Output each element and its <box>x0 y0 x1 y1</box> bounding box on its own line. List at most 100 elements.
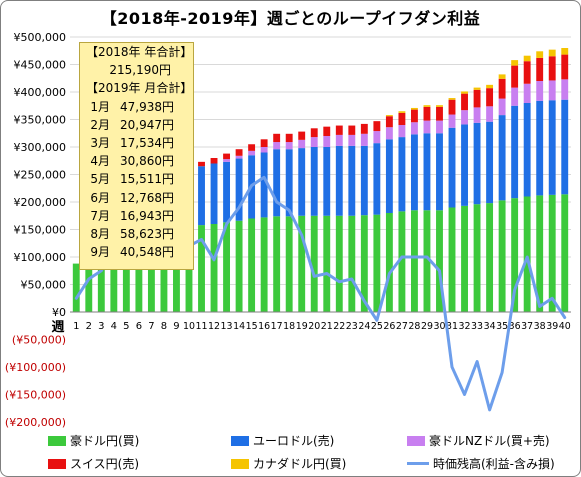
bar-segment <box>448 207 456 312</box>
bar-segment <box>210 224 218 312</box>
bar-segment <box>410 210 418 312</box>
bar-segment <box>461 205 468 312</box>
x-tick-label: 20 <box>308 321 320 332</box>
bar-segment <box>523 103 531 197</box>
bar-segment <box>335 134 343 146</box>
bar-segment <box>448 99 456 115</box>
x-tick-label: 30 <box>433 321 445 332</box>
bar-segment <box>498 200 506 312</box>
chart-title: 【2018年-2019年】週ごとのループイフダン利益 <box>100 9 481 28</box>
bar-segment <box>498 98 506 116</box>
bar-segment <box>486 84 494 89</box>
bar-segment <box>298 148 306 216</box>
x-tick-label: 16 <box>258 321 270 332</box>
bar-segment <box>373 143 381 215</box>
bar-segment <box>310 128 318 138</box>
bar-segment <box>348 134 356 146</box>
bar-segment <box>423 106 431 121</box>
x-tick-label: 25 <box>371 321 383 332</box>
bar-segment <box>461 124 468 206</box>
bar-segment <box>223 222 231 312</box>
bar-segment <box>360 145 368 216</box>
bar-segment <box>486 203 494 312</box>
x-tick-label: 3 <box>98 321 104 332</box>
bar-segment <box>473 89 481 108</box>
bar-segment <box>260 147 268 153</box>
x-tick-label: 12 <box>208 321 220 332</box>
x-tick-label: 23 <box>346 321 358 332</box>
x-tick-label: 14 <box>233 321 245 332</box>
bar-segment <box>348 125 356 135</box>
summary-2019-header: 【2019年 月合計】 <box>86 81 193 96</box>
bar-segment <box>147 249 155 312</box>
bar-segment <box>398 137 406 212</box>
bar-segment <box>548 100 556 195</box>
month-label: 6月 <box>90 190 110 205</box>
bar-segment <box>323 136 331 147</box>
month-label: 1月 <box>90 99 110 114</box>
y-tick-label: (¥150,000) <box>5 389 66 402</box>
month-value: 58,623円 <box>120 226 174 241</box>
x-tick-label: 1 <box>73 321 79 332</box>
bar-segment <box>360 133 368 146</box>
bar-segment <box>385 213 393 312</box>
bar-segment <box>260 152 268 218</box>
bar-segment <box>486 106 494 122</box>
y-tick-label: ¥50,000 <box>21 279 67 292</box>
month-row: 5月 15,511円 <box>80 170 193 188</box>
x-tick-label: 26 <box>383 321 395 332</box>
x-tick-label: 32 <box>459 321 471 332</box>
y-tick-label: ¥300,000 <box>14 141 67 154</box>
bar-segment <box>210 163 218 224</box>
bar-segment <box>498 74 506 79</box>
bar-segment <box>398 211 406 312</box>
y-tick-label: (¥100,000) <box>5 361 66 374</box>
x-tick-label: 39 <box>546 321 558 332</box>
x-tick-label: 6 <box>136 321 142 332</box>
bar-segment <box>436 105 443 107</box>
month-row: 8月 58,623円 <box>80 225 193 243</box>
month-label: 8月 <box>90 226 110 241</box>
bar-segment <box>548 56 556 81</box>
bar-segment <box>410 109 418 123</box>
x-tick-label: 31 <box>446 321 458 332</box>
bar-segment <box>473 107 481 123</box>
bar-segment <box>273 142 281 150</box>
bar-segment <box>561 99 569 195</box>
x-tick-label: 15 <box>246 321 258 332</box>
bar-segment <box>235 220 243 312</box>
month-label: 9月 <box>90 245 110 260</box>
bar-segment <box>198 225 205 312</box>
bar-segment <box>473 204 481 312</box>
bar-segment <box>122 253 130 312</box>
y-tick-label: ¥500,000 <box>14 31 67 44</box>
y-tick-label: ¥0 <box>52 306 66 319</box>
y-tick-label: (¥200,000) <box>5 416 66 429</box>
bar-segment <box>536 81 544 101</box>
bar-segment <box>561 54 569 80</box>
y-tick-label: ¥400,000 <box>14 86 67 99</box>
bar-segment <box>398 112 406 125</box>
bar-segment <box>436 210 443 312</box>
x-axis-title: 週 <box>51 320 64 335</box>
month-label: 5月 <box>90 172 110 187</box>
bar-segment <box>511 105 519 199</box>
bar-segment <box>511 65 519 88</box>
bar-segment <box>285 142 293 150</box>
bar-segment <box>210 158 218 164</box>
bar-segment <box>410 134 418 211</box>
bar-segment <box>548 49 556 57</box>
x-tick-label: 27 <box>396 321 408 332</box>
bar-segment <box>323 126 331 136</box>
bar-segment <box>410 107 418 110</box>
bar-segment <box>310 147 318 216</box>
bar-segment <box>523 196 531 312</box>
bar-segment <box>260 217 268 312</box>
bar-segment <box>461 110 468 125</box>
bar-segment <box>398 111 406 113</box>
bar-segment <box>298 139 306 149</box>
bar-segment <box>410 122 418 135</box>
bar-segment <box>323 147 331 216</box>
x-tick-label: 36 <box>509 321 521 332</box>
month-value: 16,943円 <box>120 208 174 223</box>
